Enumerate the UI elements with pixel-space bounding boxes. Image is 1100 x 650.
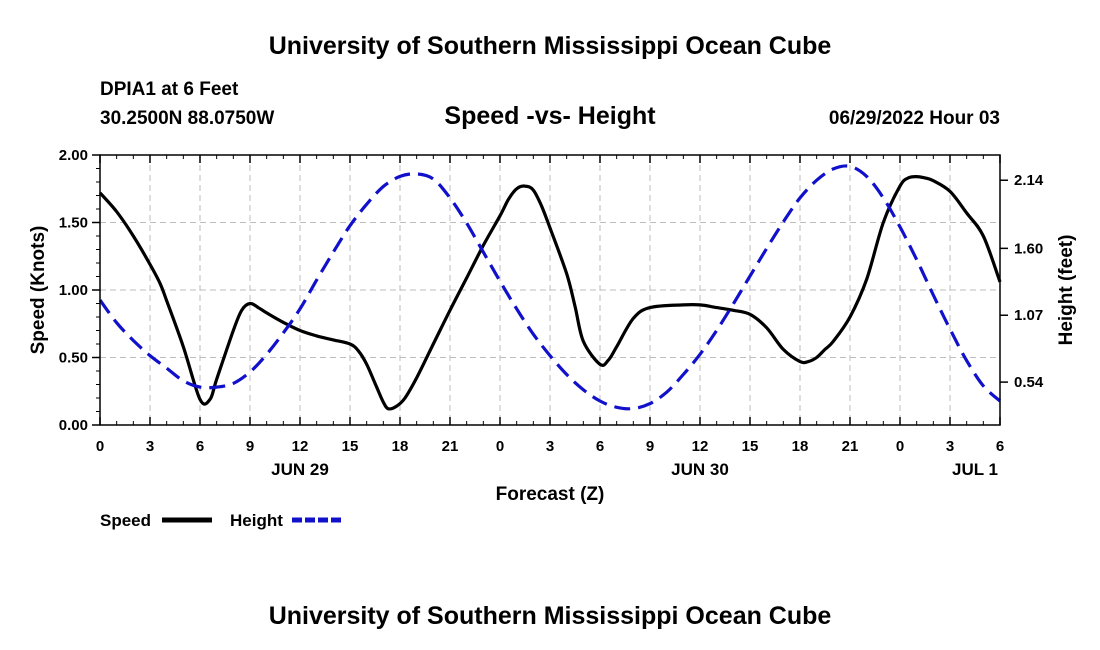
x-tick-label: 15 [742, 438, 759, 455]
x-tick-label: 6 [196, 438, 204, 455]
y-left-tick-label: 1.00 [59, 282, 88, 299]
x-axis-label: Forecast (Z) [496, 484, 605, 505]
legend: Speed Height [100, 511, 342, 530]
x-tick-label: 21 [842, 438, 859, 455]
footer-title: University of Southern Mississippi Ocean… [269, 602, 832, 630]
series-line-height [98, 164, 1002, 411]
x-tick-label: 9 [646, 438, 654, 455]
gridlines [100, 155, 1000, 425]
y-axis-label-left: Speed (Knots) [28, 226, 49, 355]
datetime-label: 06/29/2022 Hour 03 [829, 108, 1000, 129]
y-right-tick-label: 2.14 [1014, 172, 1044, 189]
y-axis-label-right: Height (feet) [1056, 235, 1077, 346]
series-layer [98, 164, 1002, 411]
page-title: University of Southern Mississippi Ocean… [269, 32, 832, 60]
y-right-tick-label: 1.60 [1014, 240, 1043, 257]
chart-title: Speed -vs- Height [444, 102, 656, 130]
date-label: JUN 29 [271, 460, 329, 479]
x-tick-label: 6 [996, 438, 1004, 455]
x-tick-label: 3 [946, 438, 954, 455]
x-tick-label: 0 [96, 438, 104, 455]
x-tick-label: 0 [496, 438, 504, 455]
x-tick-label: 21 [442, 438, 459, 455]
x-tick-label: 3 [546, 438, 554, 455]
x-tick-label: 0 [896, 438, 904, 455]
legend-label-height: Height [230, 511, 283, 530]
station-label: DPIA1 at 6 Feet [100, 79, 239, 100]
x-tick-label: 18 [392, 438, 409, 455]
x-tick-label: 6 [596, 438, 604, 455]
date-label: JUL 1 [952, 460, 998, 479]
x-tick-label: 3 [146, 438, 154, 455]
x-tick-label: 12 [292, 438, 309, 455]
y-left-tick-label: 0.00 [59, 417, 88, 434]
legend-label-speed: Speed [100, 511, 151, 530]
x-tick-label: 18 [792, 438, 809, 455]
axes: 0 3 6 9 12 15 18 21 0 3 6 9 12 15 18 21 0 3 6 JUN 29 JUN 30 J… [59, 147, 1044, 479]
y-left-tick-label: 2.00 [59, 147, 88, 164]
coordinates-label: 30.2500N 88.0750W [100, 108, 274, 129]
series-line-speed [98, 174, 1002, 411]
y-left-tick-label: 0.50 [59, 350, 88, 367]
y-right-tick-label: 1.07 [1014, 307, 1043, 324]
y-left-tick-label: 1.50 [59, 215, 88, 232]
date-label: JUN 30 [671, 460, 729, 479]
x-tick-label: 9 [246, 438, 254, 455]
x-tick-label: 12 [692, 438, 709, 455]
y-right-tick-label: 0.54 [1014, 374, 1044, 391]
x-tick-label: 15 [342, 438, 359, 455]
